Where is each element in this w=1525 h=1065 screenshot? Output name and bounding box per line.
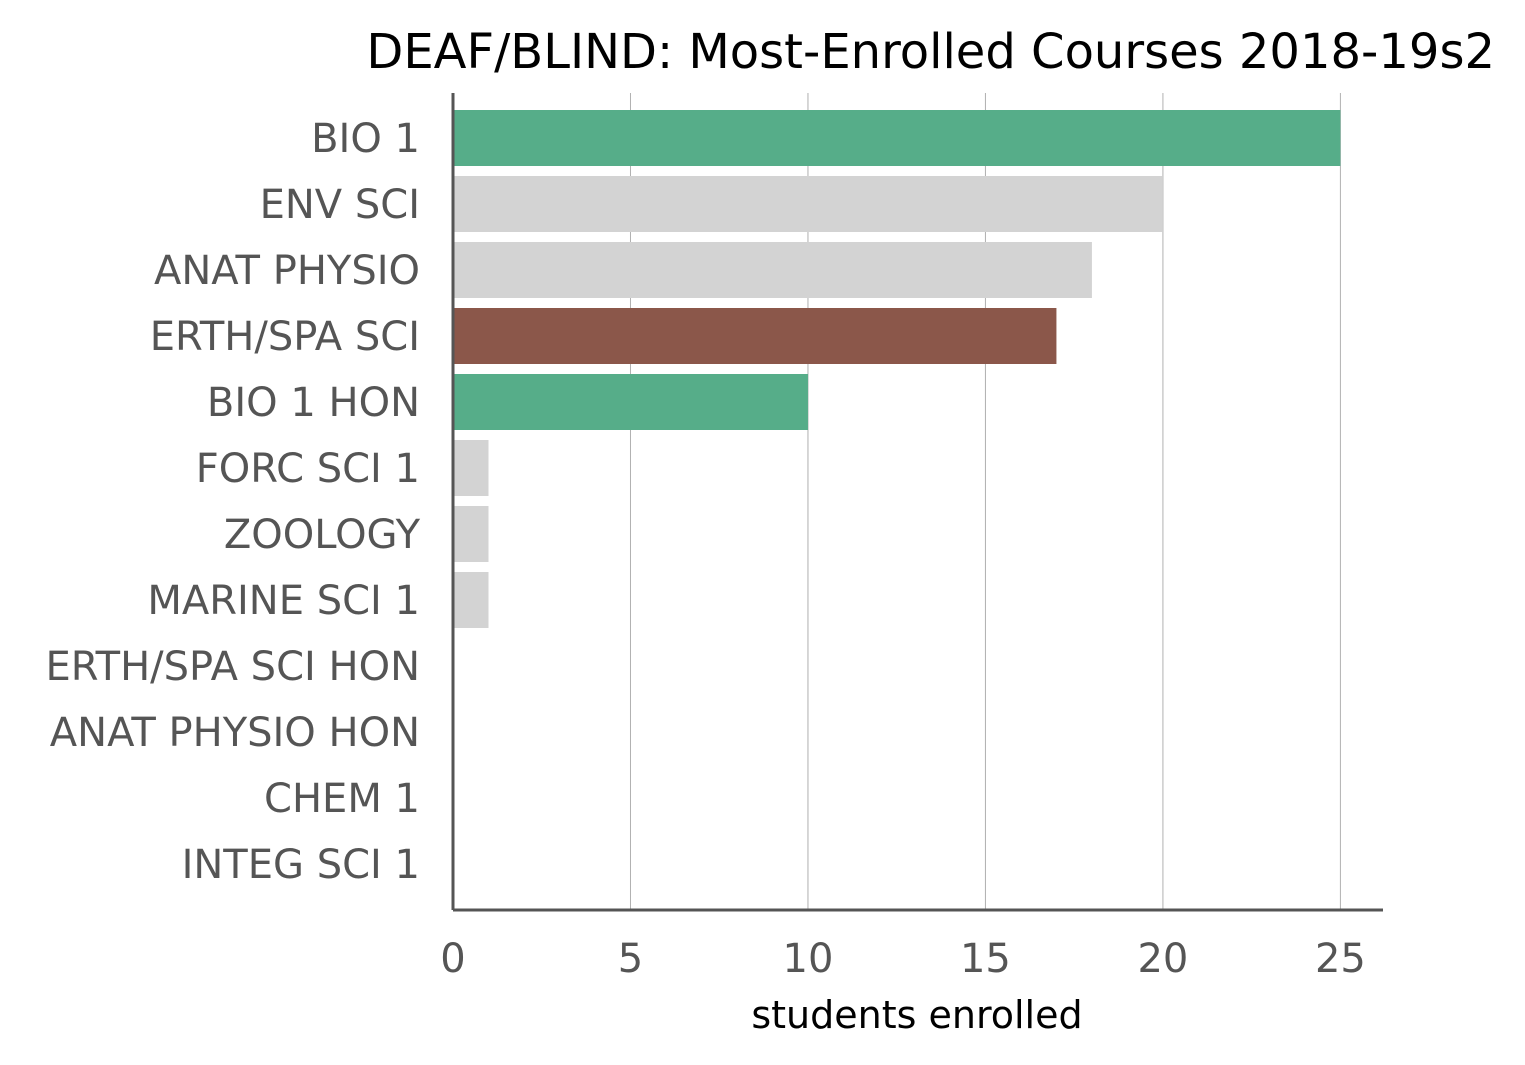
category-label: INTEG SCI 1 [182,842,420,888]
x-tick-label: 5 [618,936,643,982]
category-label: ANAT PHYSIO HON [50,710,420,756]
category-label: ERTH/SPA SCI [150,314,420,360]
x-tick-label: 25 [1315,936,1366,982]
x-tick-label: 10 [783,936,834,982]
bar-forc-sci-1 [453,440,489,496]
category-label: CHEM 1 [264,776,420,822]
category-labels: BIO 1 ENV SCI ANAT PHYSIO ERTH/SPA SCI BIO 1… [46,116,421,888]
bar-anat-physio [453,242,1092,298]
category-label: ERTH/SPA SCI HON [46,644,421,690]
bar-marine-sci-1 [453,572,489,628]
x-tick-label: 15 [960,936,1011,982]
x-axis-label: students enrolled [751,993,1082,1037]
bar-bio-1 [453,110,1341,166]
category-label: FORC SCI 1 [196,446,420,492]
bars [453,110,1341,628]
category-label: MARINE SCI 1 [147,578,420,624]
x-tick-label: 0 [440,936,465,982]
category-label: ANAT PHYSIO [154,248,420,294]
category-label: BIO 1 HON [207,380,420,426]
category-label: ZOOLOGY [224,512,421,558]
category-label: ENV SCI [260,182,420,228]
bar-zoology [453,506,489,562]
bar-env-sci [453,176,1163,232]
category-label: BIO 1 [311,116,420,162]
bar-bio-1-hon [453,374,808,430]
chart-title: DEAF/BLIND: Most-Enrolled Courses 2018-1… [366,24,1495,80]
bar-erth-spa-sci [453,308,1057,364]
x-tick-labels: 0 5 10 15 20 25 [440,936,1366,982]
x-tick-label: 20 [1137,936,1188,982]
